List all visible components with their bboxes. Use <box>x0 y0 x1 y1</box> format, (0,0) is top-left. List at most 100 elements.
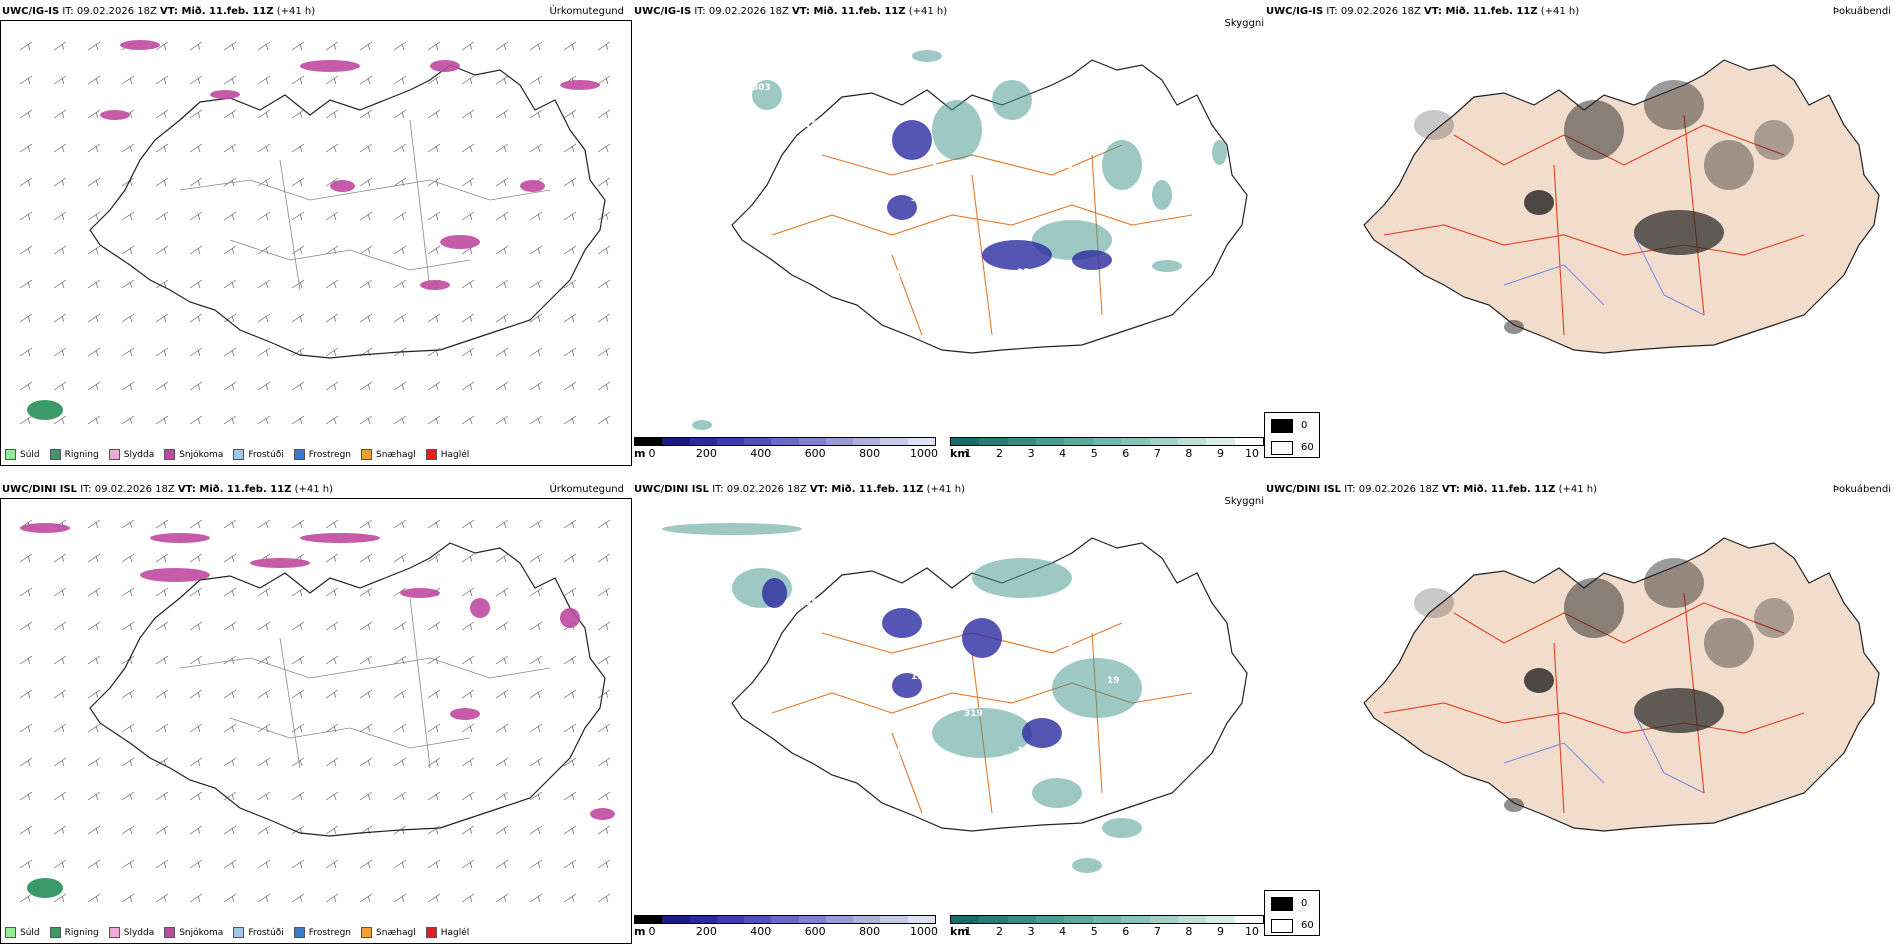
wind-barb <box>121 245 135 255</box>
colorbar-segment <box>1007 438 1037 445</box>
wind-barb <box>495 381 509 391</box>
wind-barb <box>529 109 543 119</box>
wind-barb <box>155 689 169 699</box>
wind-barb <box>257 791 271 801</box>
colorbar-tick-label: 0 <box>648 447 656 460</box>
wind-barb <box>563 553 577 563</box>
colorbar-tick-label: 400 <box>750 447 772 460</box>
visibility-label: 122 <box>842 711 861 721</box>
legend-swatch <box>293 449 305 460</box>
wind-barb <box>53 143 67 153</box>
wind-barb <box>393 211 407 221</box>
road-lines <box>771 144 1193 336</box>
wind-barb <box>121 791 135 801</box>
low-visibility-area <box>1032 778 1082 808</box>
visibility-label: 169 <box>789 674 808 684</box>
wind-barb <box>359 553 373 563</box>
valid-time-label: VT: <box>1441 484 1460 495</box>
wind-barb <box>495 279 509 289</box>
wind-barb <box>291 381 305 391</box>
colorbar-unit: m <box>634 447 646 460</box>
wind-barb <box>121 519 135 529</box>
wind-barb <box>529 553 543 563</box>
wind-barb <box>19 381 33 391</box>
visibility-label: 38 <box>805 598 818 608</box>
wind-barb <box>53 689 67 699</box>
wind-barb <box>121 621 135 631</box>
wind-barb <box>257 415 271 425</box>
low-visibility-area <box>1052 658 1142 718</box>
wind-barb <box>393 757 407 767</box>
wind-barb <box>529 655 543 665</box>
colorbar-segment <box>1149 916 1178 923</box>
wind-barb <box>529 381 543 391</box>
wind-barb <box>427 347 441 357</box>
wind-barb <box>189 723 203 733</box>
wind-barb <box>87 791 101 801</box>
wind-barb <box>19 313 33 323</box>
visibility-label: 17 <box>1160 713 1173 723</box>
coastline <box>1363 59 1880 354</box>
wind-barb <box>19 41 33 51</box>
colorbar-segment <box>907 916 935 923</box>
wind-barb <box>257 859 271 869</box>
ceiling-colorbar: m 0 200 400 600 800 1000 <box>634 437 938 465</box>
visibility-map[interactable]: 16 38 161 199 319 145 225 183 204 169 122 174 205 121… <box>632 498 1264 908</box>
wind-barb <box>189 587 203 597</box>
wind-barb <box>597 519 611 529</box>
wind-barb <box>563 381 577 391</box>
colorbar-strip <box>634 437 936 446</box>
visibility-label: 16 <box>752 561 765 571</box>
legend-item: Rigning <box>49 927 99 938</box>
low-ceiling-area <box>1022 718 1062 748</box>
fog-area <box>1524 668 1554 693</box>
wind-barb <box>121 723 135 733</box>
colorbar-tick-label: 9 <box>1216 447 1224 460</box>
colorbar-segment <box>744 438 772 445</box>
panel-kind: Þokuábendi <box>1832 484 1891 495</box>
wind-barb <box>291 859 305 869</box>
wind-barb <box>87 279 101 289</box>
wind-barb <box>427 177 441 187</box>
legend-item: Frostregn <box>293 449 351 460</box>
wind-barb <box>359 757 373 767</box>
wind-barb <box>155 313 169 323</box>
wind-barb <box>87 519 101 529</box>
low-visibility-area <box>752 80 782 110</box>
colorbar-tick-label: 200 <box>695 925 717 938</box>
fog-index-map[interactable] <box>1264 20 1896 430</box>
fog-area <box>1564 100 1624 160</box>
wind-barb <box>495 211 509 221</box>
wind-barb <box>529 347 543 357</box>
wind-barb <box>291 689 305 699</box>
wind-barb <box>87 655 101 665</box>
fog-index-map[interactable] <box>1264 498 1896 908</box>
wind-barb <box>597 347 611 357</box>
colorbar-segment <box>1064 438 1093 445</box>
wind-barb <box>223 347 237 357</box>
wind-barb <box>325 347 339 357</box>
wind-barb <box>359 689 373 699</box>
wind-barb <box>53 381 67 391</box>
panel-ig-precip-type: UWC/IG-IS IT: 09.02.2026 18Z VT: Mið. 11… <box>0 0 632 470</box>
legend-swatch <box>425 449 437 460</box>
wind-barb <box>495 587 509 597</box>
wind-barb <box>461 587 475 597</box>
snow-area <box>400 588 440 598</box>
wind-barb <box>223 109 237 119</box>
precip-type-map[interactable] <box>0 498 632 944</box>
wind-barb <box>427 553 441 563</box>
wind-barb <box>155 893 169 903</box>
precip-type-map[interactable] <box>0 20 632 466</box>
fog-area <box>1634 210 1724 255</box>
wind-barb <box>427 143 441 153</box>
lead-time: (+41 h) <box>923 484 965 495</box>
fog-area <box>1704 618 1754 668</box>
wind-barb <box>495 109 509 119</box>
visibility-label: 205 <box>948 565 967 575</box>
colorbar-segment <box>662 438 690 445</box>
panel-ig-fog: UWC/IG-IS IT: 09.02.2026 18Z VT: Mið. 11… <box>1264 0 1896 470</box>
visibility-map[interactable]: 303 18 10 34 32 25 218 151 398 341 321 16 108 92 163 93… <box>632 20 1264 430</box>
colorbar-segment <box>853 438 881 445</box>
wind-barb <box>53 415 67 425</box>
